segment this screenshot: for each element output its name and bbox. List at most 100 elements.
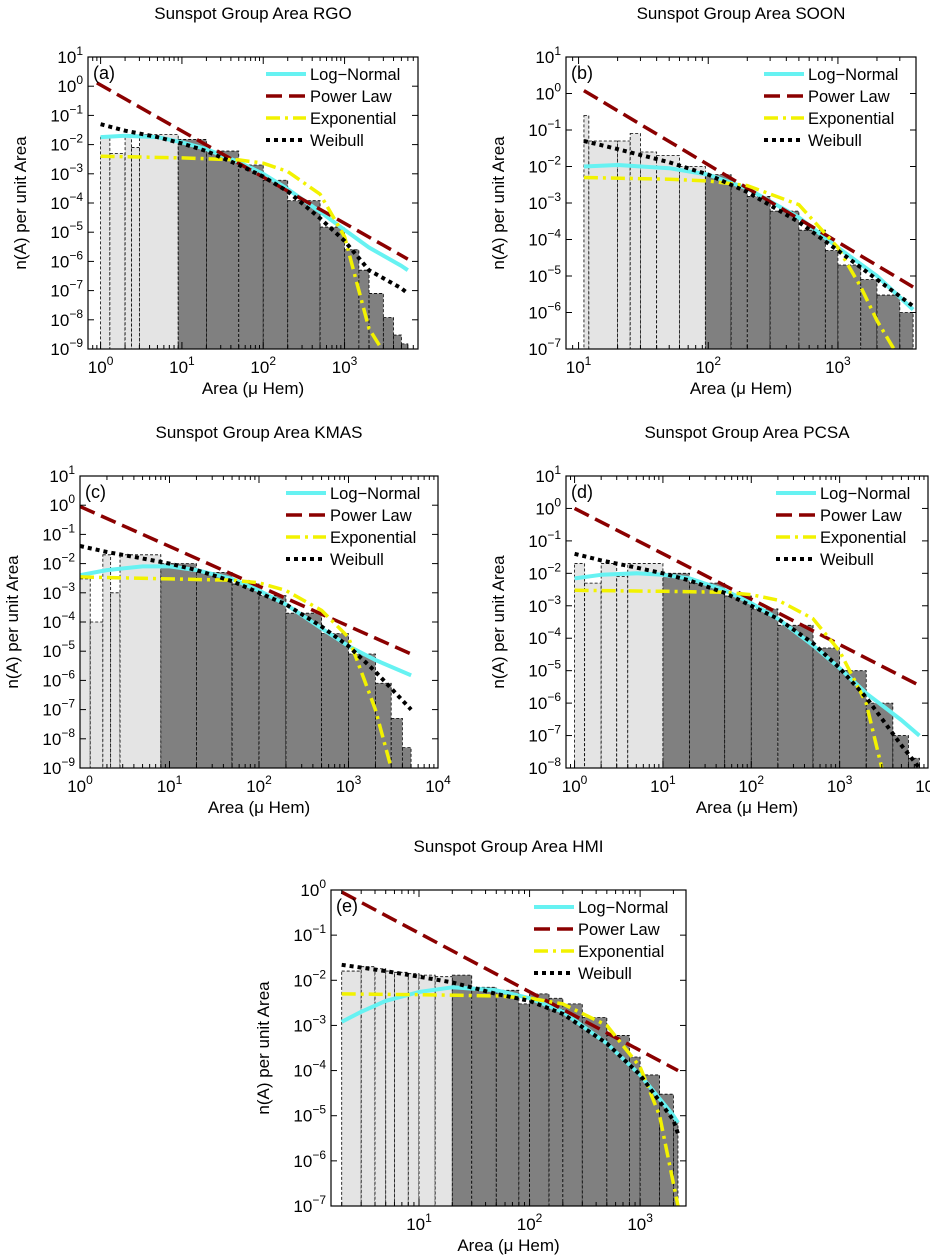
y-tick-label: 10−2 [528,560,561,583]
dark-bin [529,993,550,1206]
legend-entry: Log−Normal [310,66,400,84]
x-tick-label: 101 [566,354,592,377]
x-axis-label: Area (μ Hem) [457,1236,559,1255]
dark-bin [319,226,345,349]
x-tick-label: 104 [425,773,451,796]
legend-entry: Exponential [330,529,416,547]
x-axis-label: Area (μ Hem) [696,798,798,817]
series-power-law [80,504,412,656]
dark-bin [375,682,392,768]
legend: Log−Normal Power Law Exponential Weibull [764,66,898,150]
dark-bin [401,343,409,349]
dark-bin [451,974,473,1206]
light-bin [119,554,162,768]
legend-entry: Power Law [808,88,890,106]
dark-bin [393,334,402,349]
legend-entry: Log−Normal [578,899,668,917]
x-tick-label: 103 [627,1211,653,1234]
y-tick-label: 10−8 [528,755,561,778]
dark-bin [724,595,752,768]
legend-entry: Exponential [578,943,664,961]
legend: Log−Normal Power Law Exponential Weibull [534,899,668,983]
light-bin [418,974,436,1206]
dark-bin [262,179,289,349]
dark-bin [205,150,240,349]
y-tick-label: 10−1 [528,117,561,140]
series-weibull [574,551,921,768]
dark-bin [495,989,520,1206]
series-exponential [80,575,393,768]
legend-entry: Weibull [820,551,874,569]
series-weibull [341,962,680,1135]
y-tick-label: 10−3 [42,580,75,603]
series-power-law [96,81,409,261]
y-tick-label: 100 [57,73,83,96]
dark-bin [231,583,260,768]
dark-bin [471,986,497,1206]
x-tick-label: 101 [650,773,676,796]
dark-bin [287,200,321,349]
y-tick-label: 10−3 [528,593,561,616]
y-tick-label: 10−1 [50,102,83,125]
light-bin [394,971,409,1206]
dark-bin [746,196,771,349]
light-bin [385,970,395,1206]
y-tick-label: 10−8 [50,307,83,330]
light-bin [679,166,706,349]
dark-bin [629,1056,641,1206]
y-tick-label: 10−2 [528,154,561,177]
series-exponential [100,154,384,349]
panel-4: Sunspot Group Area PCSA 10−8 10−7 10−6 10−5 1… [489,423,930,817]
y-tick-label: 10−4 [50,190,83,213]
light-bin [124,135,132,349]
y-tick-label: 10−4 [528,227,561,250]
dark-bin [321,633,349,768]
chart-title: Sunspot Group Area HMI [414,837,604,856]
light-bin [616,576,629,768]
legend-entry: Weibull [330,551,384,569]
y-tick-label: 10−2 [293,967,326,990]
x-axis-label: Area (μ Hem) [690,379,792,398]
plot-area [583,89,915,349]
x-tick-label: 102 [738,773,764,796]
dark-bin [548,997,564,1206]
y-tick-label: 10−5 [293,1103,326,1126]
y-tick-label: 10−6 [528,300,561,323]
x-tick-label: 104 [915,773,930,796]
dark-bin [798,229,826,349]
dark-bin [730,185,748,349]
y-axis-label: n(A) per unit Area [254,981,273,1115]
light-bin [600,563,618,768]
light-bin [360,966,376,1206]
x-tick-label: 103 [332,354,358,377]
plot-area [340,890,680,1206]
y-axis-label: n(A) per unit Area [489,136,508,270]
y-tick-label: 10−2 [50,132,83,155]
y-tick-label: 10−3 [293,1012,326,1035]
x-tick-label: 101 [157,773,183,796]
y-tick-label: 10−3 [528,190,561,213]
series-exponential [583,175,896,349]
light-bin [102,554,112,768]
legend-entry: Power Law [310,88,392,106]
y-tick-label: 10−4 [42,609,75,632]
series-exponential [574,588,884,768]
x-tick-label: 103 [827,773,853,796]
light-bin [89,621,104,768]
dark-bin [177,139,207,349]
x-tick-label: 102 [246,773,272,796]
panel-2: Sunspot Group Area SOON 10−7 10−6 10−5 10−4 1… [489,4,917,398]
y-tick-label: 10−5 [528,263,561,286]
y-tick-label: 10−5 [528,658,561,681]
dark-bin [238,164,264,349]
panel-5: Sunspot Group Area HMI 10−7 10−6 10−5 10−4 10… [254,837,687,1255]
x-axis-label: Area (μ Hem) [202,379,304,398]
light-bin [583,115,590,349]
dark-bin [769,210,800,349]
x-tick-label: 100 [88,354,114,377]
y-tick-label: 10−4 [293,1058,326,1081]
chart-title: Sunspot Group Area PCSA [644,423,850,442]
light-bin [341,970,362,1206]
legend-entry: Power Law [820,507,902,525]
